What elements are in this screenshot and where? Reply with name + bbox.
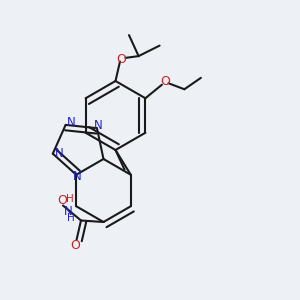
Text: N: N — [73, 170, 82, 183]
Text: N: N — [63, 205, 72, 218]
Text: O: O — [160, 75, 170, 88]
Text: N: N — [55, 147, 64, 160]
Text: O: O — [70, 239, 80, 252]
Text: H: H — [66, 194, 74, 204]
Text: O: O — [58, 194, 67, 207]
Text: O: O — [117, 52, 126, 66]
Text: H: H — [67, 213, 75, 223]
Text: N: N — [67, 116, 76, 129]
Text: N: N — [94, 119, 103, 132]
